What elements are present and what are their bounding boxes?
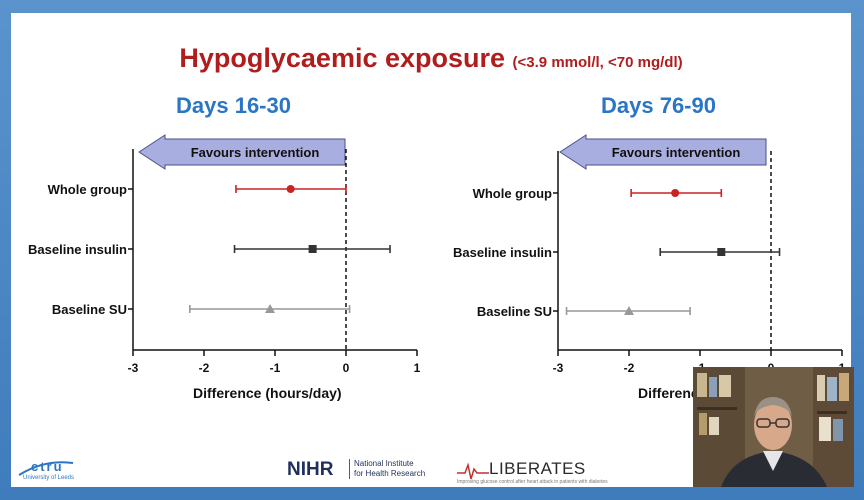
- panel-left-heading: Days 16-30: [176, 93, 291, 118]
- presenter-video-icon: [693, 367, 854, 487]
- panel-right-heading: Days 76-90: [601, 93, 716, 118]
- x-tick-label: -3: [553, 361, 564, 375]
- presenter-webcam: [693, 367, 854, 487]
- nihr-logo-subtext: National Institute for Health Research: [349, 459, 425, 479]
- ctru-logo-subtext: University of Leeds: [23, 475, 75, 481]
- liberates-logo-text: LIBERATES: [489, 459, 586, 478]
- slide: Hypoglycaemic exposure (<3.9 mmol/l, <70…: [11, 13, 851, 487]
- x-tick-label: -2: [199, 361, 210, 375]
- point-estimate-triangle: [624, 306, 634, 315]
- x-tick-label: -3: [128, 361, 139, 375]
- slide-title-main: Hypoglycaemic exposure: [179, 43, 506, 73]
- point-estimate-triangle: [265, 304, 276, 313]
- ctru-logo-text: ctru: [31, 459, 64, 474]
- point-estimate-circle: [671, 189, 680, 197]
- row-label: Baseline insulin: [28, 242, 127, 257]
- liberates-logo-subtext: Improving glucose control after heart at…: [457, 479, 608, 485]
- left-x-axis-title: Difference (hours/day): [193, 385, 342, 401]
- row-label: Whole group: [48, 182, 127, 197]
- favours-intervention-label: Favours intervention: [191, 145, 320, 160]
- point-estimate-square: [308, 245, 317, 253]
- row-label: Baseline insulin: [453, 245, 552, 260]
- point-estimate-square: [717, 248, 726, 256]
- favours-intervention-label: Favours intervention: [612, 145, 741, 160]
- slide-title: Hypoglycaemic exposure (<3.9 mmol/l, <70…: [81, 43, 781, 74]
- nihr-sub-line1: National Institute: [354, 459, 414, 468]
- forest-plot-left: Favours intervention -3 -2 -1 0 1 Whole group B…: [28, 134, 421, 375]
- favours-intervention-arrow: [138, 134, 346, 170]
- x-tick-label: 1: [414, 361, 421, 375]
- slide-title-sub: (<3.9 mmol/l, <70 mg/dl): [512, 54, 683, 71]
- x-tick-label: -2: [624, 361, 635, 375]
- row-label: Whole group: [473, 186, 552, 201]
- x-tick-label: -1: [270, 361, 281, 375]
- favours-intervention-arrow: [559, 134, 767, 170]
- nihr-logo-text: NIHR: [287, 459, 334, 480]
- nihr-sub-line2: for Health Research: [354, 469, 426, 478]
- row-label: Baseline SU: [52, 302, 127, 317]
- x-tick-label: 0: [343, 361, 350, 375]
- point-estimate-circle: [286, 185, 295, 193]
- ctru-logo-icon: [18, 461, 74, 476]
- liberates-heartbeat-icon: [457, 462, 489, 480]
- forest-plots: Favours intervention -3 -2 -1 0 1 Whole group B…: [28, 134, 846, 375]
- row-label: Baseline SU: [477, 304, 552, 319]
